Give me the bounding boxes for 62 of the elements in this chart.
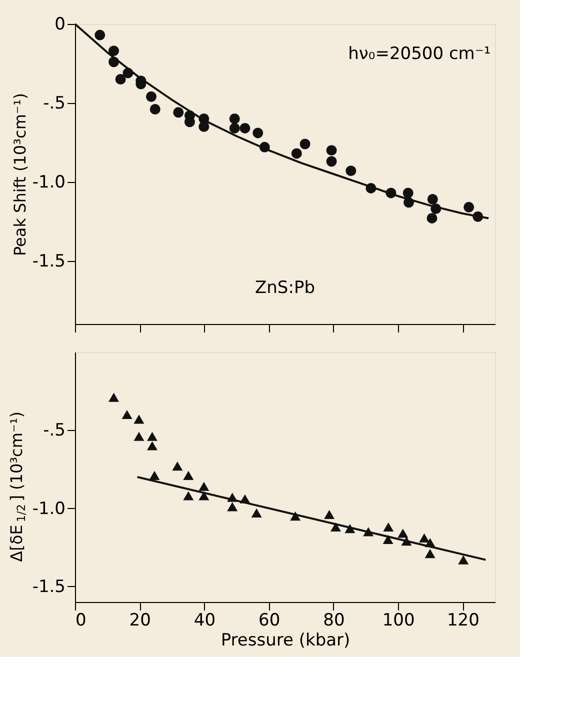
x-tick-label: 120 [446, 610, 480, 630]
point [426, 212, 438, 224]
y-tick-label: -1.0 [32, 498, 66, 519]
point [251, 508, 262, 518]
point [324, 510, 335, 520]
point [229, 114, 240, 124]
point [464, 202, 474, 212]
x-tick-label: 0 [76, 610, 86, 630]
annotation: ZnS:Pb [255, 278, 315, 298]
point [172, 462, 183, 471]
point [382, 534, 394, 544]
point [427, 194, 438, 204]
line-series [74, 23, 490, 220]
x-axis-title: Pressure (kbar) [220, 630, 350, 650]
point [108, 46, 120, 56]
point [330, 522, 341, 532]
y-tick-label: -1.0 [32, 172, 66, 192]
point [419, 533, 430, 542]
x-tick-label: 100 [382, 610, 415, 630]
point [326, 145, 337, 156]
y-axis-title: Δ[δE1/2] (10³cm⁻¹) [7, 411, 28, 562]
point [402, 188, 414, 198]
y-tick-label: 0 [54, 14, 66, 34]
point [146, 91, 156, 102]
point [229, 122, 240, 134]
y-tick-label: -1.5 [32, 251, 66, 272]
point [300, 138, 310, 150]
point [134, 432, 144, 441]
point [398, 528, 408, 538]
x-tick-label: 60 [258, 610, 280, 630]
point [240, 122, 250, 134]
point [173, 107, 184, 118]
point [252, 128, 264, 138]
point [183, 470, 194, 480]
point [146, 441, 158, 450]
point [108, 392, 120, 402]
point [227, 502, 238, 512]
y-tick-label: -.5 [43, 420, 66, 441]
annotation: hν₀=20500 cm⁻¹ [348, 44, 491, 64]
point [149, 470, 160, 480]
point [458, 555, 469, 564]
point [198, 121, 210, 132]
point [150, 104, 160, 114]
x-tick-label: 20 [129, 610, 151, 630]
point [115, 74, 126, 84]
point [146, 432, 158, 441]
y-axis-title: Peak Shift (10³cm⁻¹) [10, 92, 30, 256]
point [94, 30, 106, 40]
point [291, 148, 302, 159]
point [424, 549, 436, 558]
point [134, 414, 144, 424]
x-tick-label: 40 [194, 610, 216, 630]
x-tick-label: 80 [323, 610, 345, 630]
point [183, 491, 194, 500]
point [198, 491, 210, 500]
point [326, 156, 337, 167]
point [122, 410, 132, 420]
point [198, 482, 210, 491]
point [383, 522, 394, 532]
point [346, 166, 356, 176]
y-tick-label: -.5 [43, 93, 66, 114]
y-tick-label: -1.5 [32, 576, 66, 597]
